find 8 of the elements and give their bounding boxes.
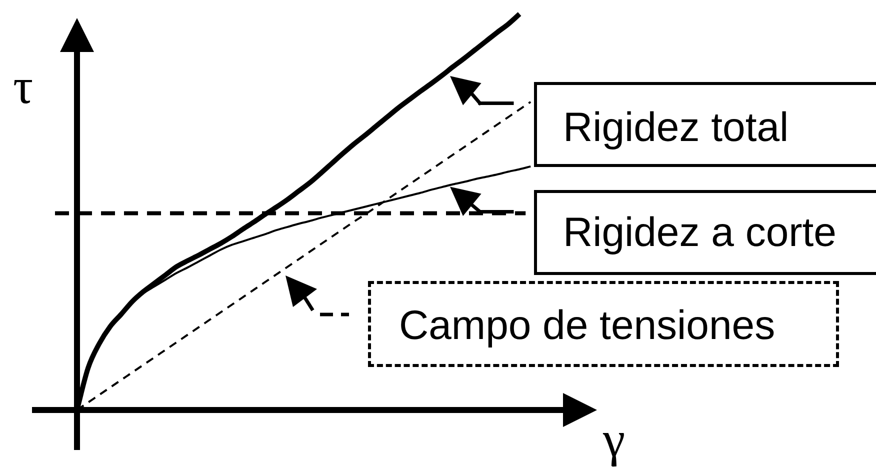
label-box: Rigidez total	[534, 82, 876, 167]
x-axis-title: γ	[603, 411, 626, 468]
y-axis-title: τ	[13, 58, 34, 116]
label-box: Rigidez a corte	[534, 190, 876, 275]
legend-label: Rigidez a corte	[563, 209, 836, 256]
legend-label: Rigidez total	[563, 104, 789, 152]
legend-label: Campo de tensiones	[399, 302, 776, 350]
label-box: Campo de tensiones	[368, 281, 839, 367]
